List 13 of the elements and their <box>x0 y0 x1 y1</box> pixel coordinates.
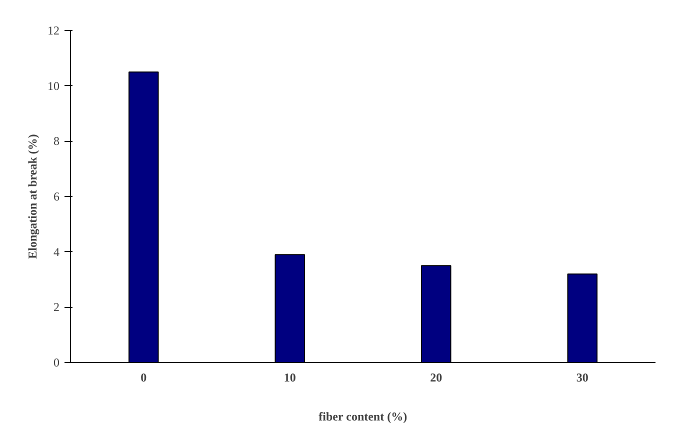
x-tick-label: 30 <box>576 370 588 384</box>
x-tick-label: 20 <box>430 370 442 384</box>
y-tick-label: 4 <box>54 244 60 259</box>
y-tick-label: 0 <box>54 356 60 370</box>
y-tick-label: 8 <box>54 134 60 148</box>
y-tick-label: 10 <box>48 78 60 93</box>
x-axis-title: fiber content (%) <box>318 410 408 424</box>
x-tick-label: 10 <box>284 370 296 384</box>
y-tick-label: 6 <box>54 190 60 204</box>
y-axis-title: Elongation at break (%) <box>26 134 40 259</box>
x-tick-label: 0 <box>140 370 147 384</box>
y-tick-label: 12 <box>48 24 60 38</box>
y-tick-label: 2 <box>54 300 60 314</box>
